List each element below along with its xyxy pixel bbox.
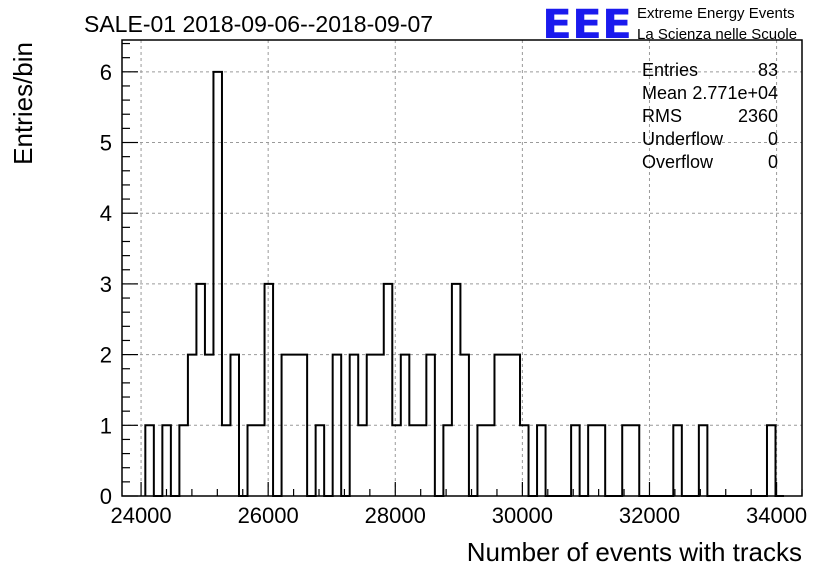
stats-rms-value: 2360 (738, 106, 778, 126)
y-axis-ticks: 0 1 2 3 4 5 6 (100, 42, 138, 509)
x-tick-label: 26000 (238, 503, 299, 528)
logo-line1: Extreme Energy Events (637, 5, 795, 22)
stats-mean-value: 2.771e+04 (692, 83, 778, 103)
stats-mean-label: Mean (642, 83, 687, 103)
chart-title: SALE-01 2018-09-06--2018-09-07 (84, 11, 433, 37)
x-tick-label: 30000 (492, 503, 553, 528)
x-tick-label: 34000 (746, 503, 807, 528)
y-tick-label: 5 (100, 131, 112, 156)
stats-entries-value: 83 (758, 60, 778, 80)
stats-underflow-label: Underflow (642, 129, 724, 149)
plot-frame (121, 39, 803, 497)
y-tick-label: 1 (100, 413, 112, 438)
x-axis-label: Number of events with tracks (467, 537, 802, 567)
y-tick-label: 2 (100, 343, 112, 368)
x-axis-ticks: 24000 26000 28000 30000 32000 34000 (110, 482, 807, 528)
stats-overflow-label: Overflow (642, 152, 714, 172)
stats-box: Entries 83 Mean 2.771e+04 RMS 2360 Under… (642, 60, 778, 172)
y-tick-label: 6 (100, 60, 112, 85)
stats-entries-label: Entries (642, 60, 698, 80)
stats-underflow-value: 0 (768, 129, 778, 149)
stats-overflow-value: 0 (768, 152, 778, 172)
y-tick-label: 0 (100, 484, 112, 509)
logo-line2: La Scienza nelle Scuole (637, 26, 797, 43)
y-axis-label: Entries/bin (8, 42, 38, 165)
x-tick-label: 28000 (365, 503, 426, 528)
y-tick-label: 3 (100, 272, 112, 297)
grid-lines (122, 40, 802, 496)
logo-mark: EEE (542, 2, 632, 48)
x-tick-label: 32000 (619, 503, 680, 528)
x-tick-label: 24000 (110, 503, 171, 528)
eee-logo: EEE Extreme Energy Events La Scienza nel… (542, 2, 797, 48)
y-tick-label: 4 (100, 201, 112, 226)
stats-rms-label: RMS (642, 106, 682, 126)
